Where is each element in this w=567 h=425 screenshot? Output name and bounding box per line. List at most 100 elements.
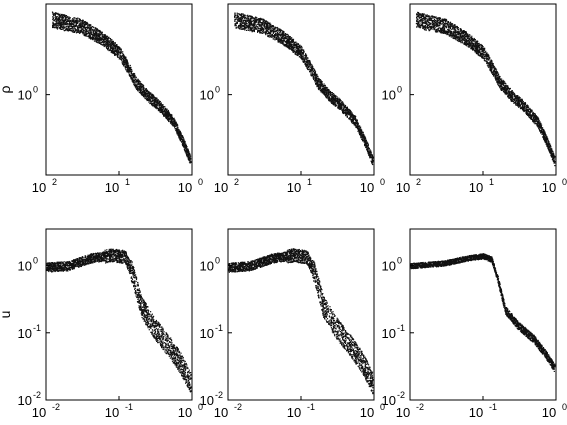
- data-point: [317, 81, 319, 83]
- data-point: [293, 50, 295, 52]
- data-point: [59, 19, 61, 21]
- data-point: [137, 84, 139, 86]
- data-point: [136, 89, 139, 91]
- data-point: [119, 54, 121, 57]
- data-point: [167, 114, 169, 116]
- data-point: [128, 66, 130, 68]
- data-point: [155, 103, 157, 105]
- data-point: [118, 46, 120, 48]
- x-tick-label: 10: [32, 180, 46, 195]
- data-point: [83, 27, 85, 29]
- data-point: [94, 37, 96, 39]
- data-point: [371, 154, 373, 157]
- data-point: [366, 146, 368, 148]
- data-point: [173, 118, 175, 120]
- data-point: [240, 28, 242, 30]
- data-point: [340, 104, 342, 106]
- data-point: [368, 152, 370, 155]
- data-point: [77, 17, 79, 19]
- data-point: [257, 30, 259, 32]
- data-point: [371, 159, 374, 161]
- data-point: [143, 90, 145, 92]
- data-point: [135, 80, 137, 82]
- data-point: [148, 93, 150, 95]
- data-point: [253, 20, 255, 22]
- data-point: [269, 22, 271, 24]
- data-point: [178, 134, 180, 136]
- data-point: [170, 121, 172, 123]
- data-point: [141, 83, 143, 86]
- data-point: [244, 23, 246, 26]
- data-point: [305, 65, 308, 67]
- data-point: [60, 20, 62, 22]
- data-point: [174, 128, 176, 130]
- data-point: [135, 84, 137, 86]
- data-point: [288, 47, 290, 49]
- data-point: [102, 39, 105, 41]
- data-point: [111, 39, 113, 41]
- data-point: [368, 150, 370, 152]
- data-point: [54, 27, 56, 29]
- data-point: [170, 120, 172, 122]
- data-point: [152, 95, 154, 97]
- data-point: [129, 66, 131, 68]
- data-point: [66, 22, 69, 24]
- data-point: [242, 13, 244, 15]
- data-point: [255, 28, 258, 30]
- data-point: [143, 93, 145, 95]
- data-point: [356, 123, 358, 125]
- data-point: [98, 37, 100, 39]
- data-point: [339, 100, 341, 102]
- data-point: [327, 98, 329, 100]
- data-point: [160, 102, 162, 104]
- data-point: [78, 28, 80, 30]
- data-point: [245, 22, 248, 24]
- data-point: [120, 56, 122, 59]
- data-point: [106, 37, 108, 40]
- data-point: [362, 138, 364, 140]
- data-point: [336, 101, 338, 103]
- data-point: [73, 24, 75, 26]
- data-point: [264, 22, 266, 24]
- data-point: [309, 61, 311, 63]
- data-point: [245, 25, 247, 27]
- data-point: [106, 42, 108, 44]
- data-point: [321, 86, 323, 88]
- data-point: [68, 29, 70, 31]
- data-point: [159, 106, 161, 108]
- data-point: [330, 101, 332, 103]
- data-point: [274, 31, 276, 33]
- data-point: [279, 32, 281, 34]
- data-point: [70, 24, 72, 26]
- data-point: [264, 21, 266, 23]
- data-point: [55, 20, 57, 22]
- data-point: [114, 50, 116, 52]
- data-point: [142, 88, 144, 90]
- data-point: [362, 133, 364, 136]
- data-point: [171, 121, 173, 123]
- data-point: [162, 111, 164, 113]
- data-point: [138, 86, 140, 88]
- data-point: [235, 17, 237, 19]
- data-point: [97, 37, 99, 39]
- data-point: [167, 110, 169, 113]
- data-point: [150, 101, 152, 103]
- data-point: [158, 109, 160, 111]
- data-point: [307, 57, 309, 60]
- data-point: [236, 19, 239, 21]
- data-point: [134, 86, 137, 88]
- data-point: [122, 63, 124, 65]
- data-point: [57, 22, 59, 24]
- data-point: [319, 87, 321, 89]
- data-point: [287, 36, 289, 38]
- data-point: [108, 46, 110, 48]
- data-point: [165, 109, 167, 111]
- data-point: [89, 32, 91, 34]
- data-point: [344, 110, 346, 112]
- data-point: [245, 19, 247, 21]
- data-point: [305, 64, 307, 66]
- data-point: [87, 32, 89, 34]
- data-point: [103, 37, 105, 39]
- data-point: [86, 31, 88, 33]
- data-point: [173, 124, 175, 126]
